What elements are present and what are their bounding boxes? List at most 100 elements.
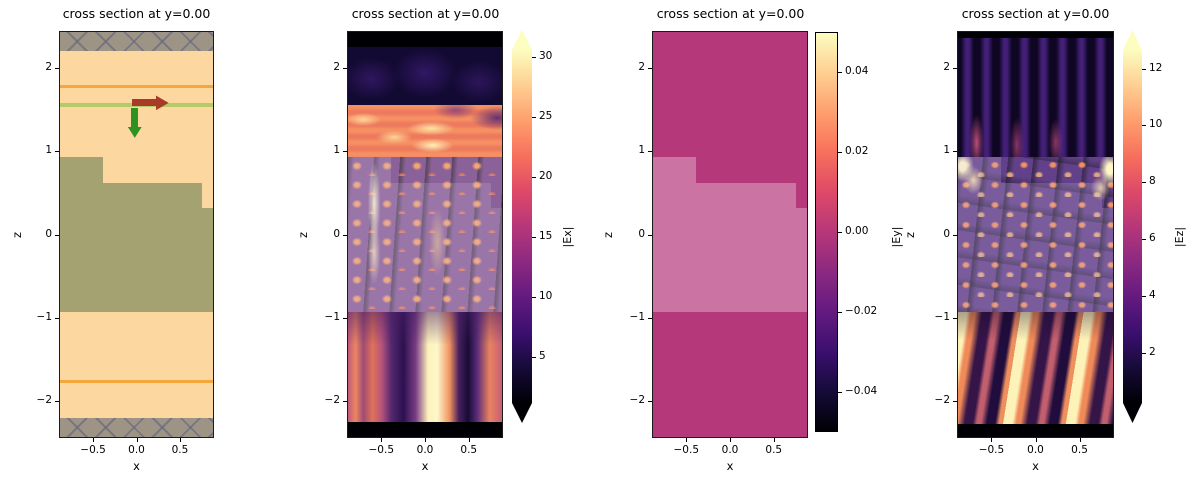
y-tick-label: −1	[324, 310, 340, 323]
x-tick	[425, 438, 426, 442]
colorbar-tick-label: 4	[1149, 289, 1156, 302]
colorbar-tick	[532, 357, 536, 359]
y-tick	[953, 67, 957, 69]
x-tick-label: 0.0	[128, 444, 145, 456]
x-tick-label: 0.5	[1071, 444, 1088, 456]
y-tick	[343, 234, 347, 236]
colorbar-tick-label: −0.02	[845, 305, 878, 317]
colorbar-tick	[838, 312, 842, 313]
field-band-p4-top	[958, 37, 1113, 157]
x-tick-label: −0.5	[673, 444, 700, 456]
x-axis-label-structure: x	[133, 459, 140, 473]
y-tick	[343, 151, 347, 153]
x-tick	[991, 438, 993, 442]
y-tick-label: −2	[934, 394, 950, 407]
colorbar-tick	[838, 232, 842, 233]
y-tick-label: 1	[638, 144, 645, 157]
colorbar-tick	[1142, 239, 1146, 241]
colorbar-tick-label: 6	[1149, 232, 1156, 245]
colorbar-tick	[1142, 353, 1146, 355]
x-tick-label: 0.0	[721, 444, 739, 456]
x-tick	[93, 438, 95, 442]
source-line	[60, 379, 213, 383]
structure-region	[60, 157, 103, 312]
y-tick-label: 0	[333, 227, 340, 240]
y-tick	[55, 234, 59, 236]
colorbar-tick-label: 0.00	[845, 225, 869, 237]
arrow_red-shaft	[132, 99, 156, 107]
colorbar-gradient	[1123, 50, 1142, 403]
structure-overlay	[653, 157, 696, 312]
colorbar-gradient	[512, 50, 532, 403]
y-tick-label: −1	[629, 310, 645, 323]
colorbar-tick	[532, 117, 536, 119]
x-tick	[468, 438, 470, 442]
y-tick-label: 1	[45, 144, 52, 157]
x-tick-label: −0.5	[80, 444, 106, 456]
x-tick	[773, 438, 775, 442]
y-tick	[55, 401, 59, 403]
y-tick-label: −2	[36, 394, 52, 407]
field-band-p4-bot	[958, 312, 1113, 424]
field-band-p2-mid	[348, 157, 502, 312]
colorbar-tick-label: 20	[539, 170, 553, 183]
y-tick	[343, 67, 347, 69]
colorbar-tick	[532, 57, 536, 59]
colorbar-tick-label: 2	[1149, 346, 1156, 359]
structure-overlay	[958, 157, 1002, 312]
plot-area-structure	[59, 31, 214, 438]
y-tick-label: 0	[943, 227, 950, 240]
colorbar-tick	[838, 72, 842, 73]
x-tick-label: 0.0	[416, 444, 434, 456]
y-tick	[648, 234, 652, 236]
plot-area-ey	[652, 31, 808, 438]
colorbar-ey	[815, 32, 838, 432]
colorbar-gradient	[815, 32, 838, 432]
arrow_green-head	[127, 126, 142, 138]
colorbar-tick-label: 10	[1149, 118, 1163, 131]
field-band-black	[958, 423, 1113, 437]
arrow_green-shaft	[131, 107, 139, 127]
plot-area-ez	[957, 31, 1114, 438]
field-band-black	[348, 422, 502, 437]
y-tick-label: 1	[943, 144, 950, 157]
structure-overlay	[348, 157, 391, 312]
y-tick	[953, 317, 957, 319]
colorbar-tick	[1142, 68, 1146, 70]
x-tick	[381, 438, 383, 442]
x-tick-label: −0.5	[978, 444, 1005, 456]
colorbar-tick-label: −0.04	[845, 385, 878, 397]
x-axis-label-ey: x	[726, 459, 734, 473]
y-tick-label: 2	[45, 60, 52, 73]
colorbar-tick	[838, 392, 842, 393]
colorbar-tick-label: 30	[539, 50, 553, 63]
field-band-black	[348, 32, 502, 47]
structure-overlay	[490, 207, 502, 312]
colorbar-label-ey: |Ey|	[890, 226, 903, 248]
colorbar-tick	[1142, 296, 1146, 298]
structure-overlay	[390, 182, 491, 312]
colorbar-label-ex: |Ex|	[561, 226, 574, 248]
plot-title-ex: cross section at y=0.00	[351, 6, 500, 21]
y-tick-label: 0	[638, 227, 645, 240]
field-band-p4-mid	[958, 157, 1113, 312]
colorbar-ex	[512, 30, 532, 423]
x-tick	[179, 438, 181, 442]
colorbar-tick	[532, 297, 536, 299]
plot-title-structure: cross section at y=0.00	[62, 6, 211, 21]
colorbar-tick	[1142, 182, 1146, 184]
x-tick	[686, 438, 688, 442]
field-band-p3-flat	[653, 32, 807, 437]
x-tick-label: 0.0	[1027, 444, 1044, 456]
colorbar-tick	[838, 152, 842, 153]
x-tick	[136, 438, 138, 442]
field-band-p2-top	[348, 47, 502, 106]
colorbar-extend-min-arrow	[1123, 403, 1142, 423]
colorbar-tick	[532, 237, 536, 239]
structure-overlay	[795, 207, 807, 312]
pml-band	[60, 417, 213, 437]
colorbar-extend-min-arrow	[512, 403, 532, 423]
y-tick	[648, 401, 652, 403]
colorbar-tick-label: 10	[539, 290, 553, 303]
